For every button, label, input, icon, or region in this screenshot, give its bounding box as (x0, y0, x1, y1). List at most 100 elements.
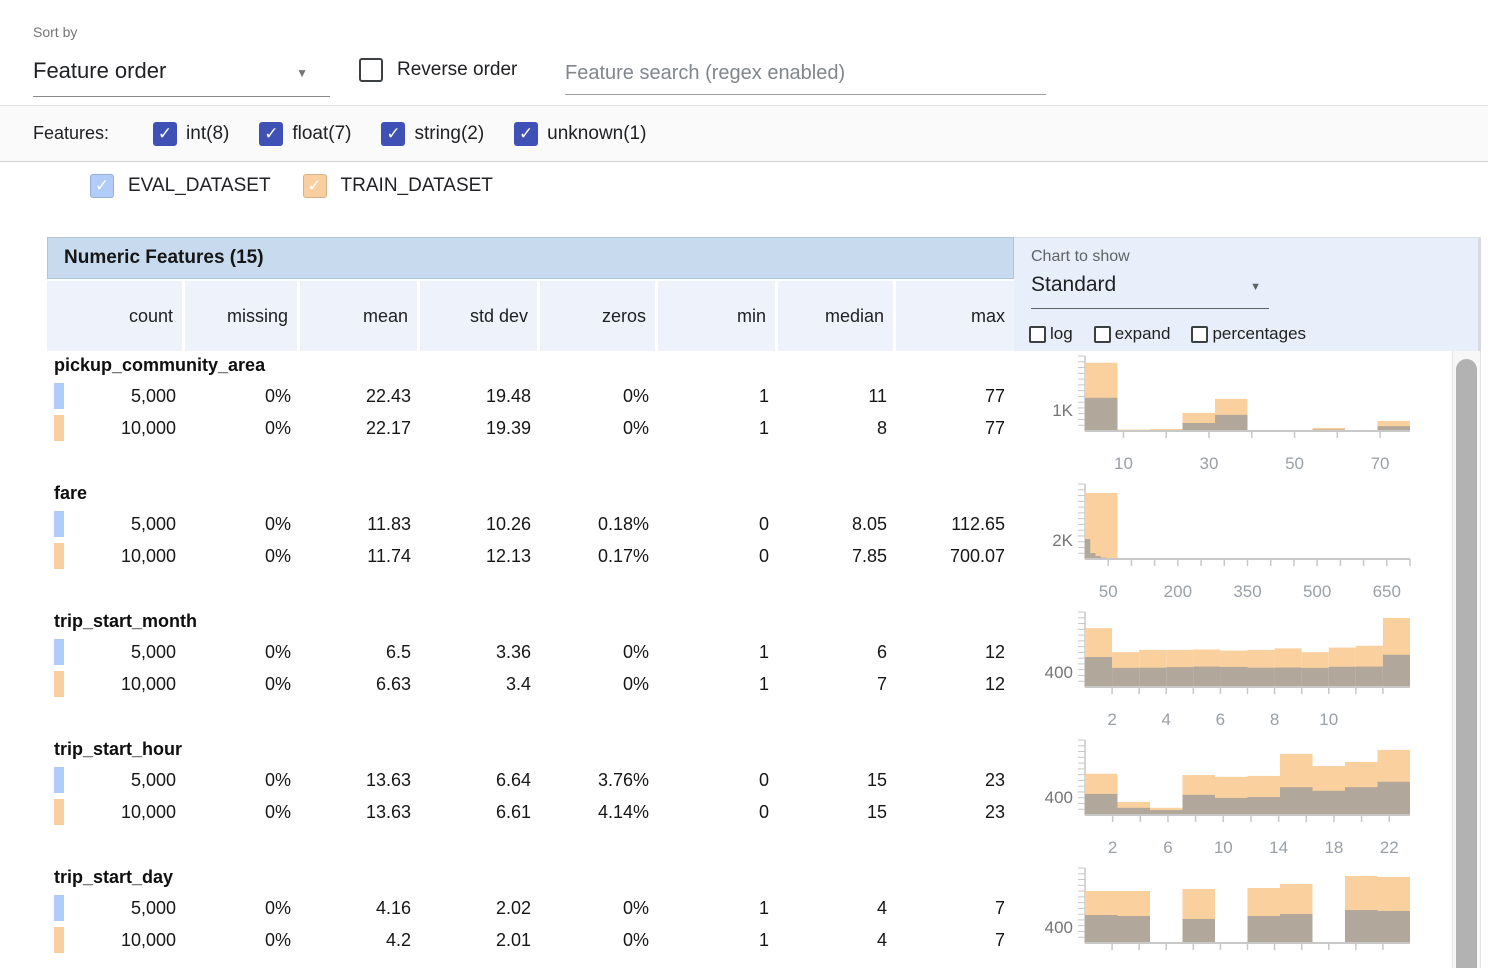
stat-value: 0 (758, 769, 769, 790)
stat-cell: 0.17% (540, 540, 658, 572)
stat-cell: 77 (896, 380, 1014, 412)
eval-dataset-checkbox[interactable] (90, 174, 114, 198)
int-filter-label: int(8) (186, 122, 230, 144)
feature-stats-table: pickup_community_area 5,000 0% 22.43 19.48 0%… (47, 351, 1014, 968)
stat-value: 0% (264, 929, 291, 950)
stat-cell: 0.18% (540, 508, 658, 540)
stat-cell: 19.48 (420, 380, 540, 412)
stat-cell: 6 (778, 636, 896, 668)
table-row-train: 10,000 0% 22.17 19.39 0% 1 8 77 (47, 412, 1014, 444)
eval-color-swatch (54, 511, 64, 537)
stat-cell: 1 (658, 668, 778, 700)
unknown-filter-checkbox[interactable] (514, 121, 539, 146)
stat-value: 0% (264, 385, 291, 406)
x-tick-label: 8 (1270, 710, 1279, 729)
stat-cell: 5,000 (47, 508, 185, 540)
stat-value: 12.13 (485, 545, 531, 566)
reverse-order-checkbox[interactable] (359, 58, 383, 82)
type-filter-string: string(2) (381, 121, 484, 146)
stat-value: 15 (866, 769, 887, 790)
stat-cell: 1 (658, 924, 778, 956)
stat-value: 6 (876, 641, 887, 662)
sort-by-select[interactable]: Feature order (33, 50, 330, 97)
stat-cell: 0% (540, 636, 658, 668)
x-tick-label: 14 (1269, 838, 1288, 857)
table-row-train: 10,000 0% 4.2 2.01 0% 1 4 7 (47, 924, 1014, 956)
string-filter-checkbox[interactable] (381, 121, 406, 146)
table-row-eval: 5,000 0% 22.43 19.48 0% 1 11 77 (47, 380, 1014, 412)
table-row-eval: 5,000 0% 4.16 2.02 0% 1 4 7 (47, 892, 1014, 924)
histogram-trip_start_day: 400 (1045, 867, 1410, 950)
stat-cell: 2.01 (420, 924, 540, 956)
stat-cell: 10,000 (47, 668, 185, 700)
log-label: log (1050, 324, 1073, 343)
train-bars (1085, 493, 1118, 559)
eval-color-swatch (54, 767, 64, 793)
stat-cell: 4 (778, 924, 896, 956)
stat-cell: 0% (185, 668, 300, 700)
feature-name: trip_start_day (54, 867, 174, 887)
feature-name: trip_start_hour (54, 739, 183, 759)
feature-trip_start_day: trip_start_day 5,000 0% 4.16 2.02 0% 1 4 7 10,000… (47, 863, 1014, 968)
stat-cell: 11.83 (300, 508, 420, 540)
stat-cell: 0% (185, 508, 300, 540)
stat-cell: 7 (778, 668, 896, 700)
stat-value: 0% (264, 417, 291, 438)
percentages-checkbox[interactable] (1191, 325, 1209, 343)
stat-value: 8.05 (851, 513, 887, 534)
stat-value: 10,000 (120, 801, 176, 822)
stat-value: 12 (984, 641, 1005, 662)
stat-cell: 0 (658, 508, 778, 540)
histogram-fare: 2K 50 200 350 500 650 (1052, 483, 1411, 601)
stat-cell: 10.26 (420, 508, 540, 540)
stat-value: 5,000 (130, 513, 176, 534)
eval-bars (1085, 781, 1410, 815)
train-color-swatch (54, 543, 64, 569)
vertical-scrollbar-track[interactable] (1452, 351, 1481, 968)
stat-cell: 11.74 (300, 540, 420, 572)
stat-value: 5,000 (130, 385, 176, 406)
x-tick-label: 10 (1114, 454, 1133, 473)
float-filter-checkbox[interactable] (259, 121, 284, 146)
stat-value: 3.36 (495, 641, 531, 662)
chart-type-select[interactable]: Standard (1031, 271, 1269, 309)
stat-cell: 3.4 (420, 668, 540, 700)
stat-cell: 12 (896, 668, 1014, 700)
stat-cell: 0 (658, 796, 778, 828)
log-checkbox[interactable] (1029, 325, 1046, 343)
train-dataset-item: TRAIN_DATASET (302, 174, 493, 198)
stat-cell: 4.16 (300, 892, 420, 924)
expand-label: expand (1114, 324, 1171, 343)
stat-value: 0% (622, 929, 649, 950)
stat-value: 2.02 (495, 897, 531, 918)
stat-cell: 15 (778, 764, 896, 796)
train-color-swatch (54, 799, 64, 825)
eval-color-swatch (54, 383, 64, 409)
float-filter-label: float(7) (292, 122, 352, 144)
stat-cell: 1 (658, 636, 778, 668)
stat-value: 19.39 (485, 417, 531, 438)
stat-cell: 0% (185, 636, 300, 668)
int-filter-checkbox[interactable] (153, 121, 178, 146)
stat-cell: 0% (185, 540, 300, 572)
stat-value: 0% (264, 801, 291, 822)
stat-cell: 0 (658, 764, 778, 796)
table-row-eval: 5,000 0% 11.83 10.26 0.18% 0 8.05 112.65 (47, 508, 1014, 540)
stat-cell: 10,000 (47, 540, 185, 572)
train-dataset-checkbox[interactable] (302, 174, 327, 198)
x-tick-label: 2 (1108, 838, 1117, 857)
type-filter-float: float(7) (259, 121, 352, 146)
expand-checkbox[interactable] (1093, 325, 1111, 343)
feature-search-input[interactable] (565, 52, 1046, 95)
stat-cell: 1 (658, 380, 778, 412)
feature-name: trip_start_month (54, 611, 198, 631)
histogram-trip_start_month: 400 2 4 6 8 10 (1045, 611, 1410, 729)
column-header-max: max (970, 305, 1005, 326)
stat-cell: 13.63 (300, 796, 420, 828)
stat-value: 5,000 (130, 641, 176, 662)
train-bars (1085, 876, 1410, 943)
stat-value: 0% (264, 545, 291, 566)
stat-cell: 0% (540, 892, 658, 924)
vertical-scrollbar-thumb[interactable] (1456, 359, 1477, 968)
chevron-down-icon (296, 66, 308, 80)
